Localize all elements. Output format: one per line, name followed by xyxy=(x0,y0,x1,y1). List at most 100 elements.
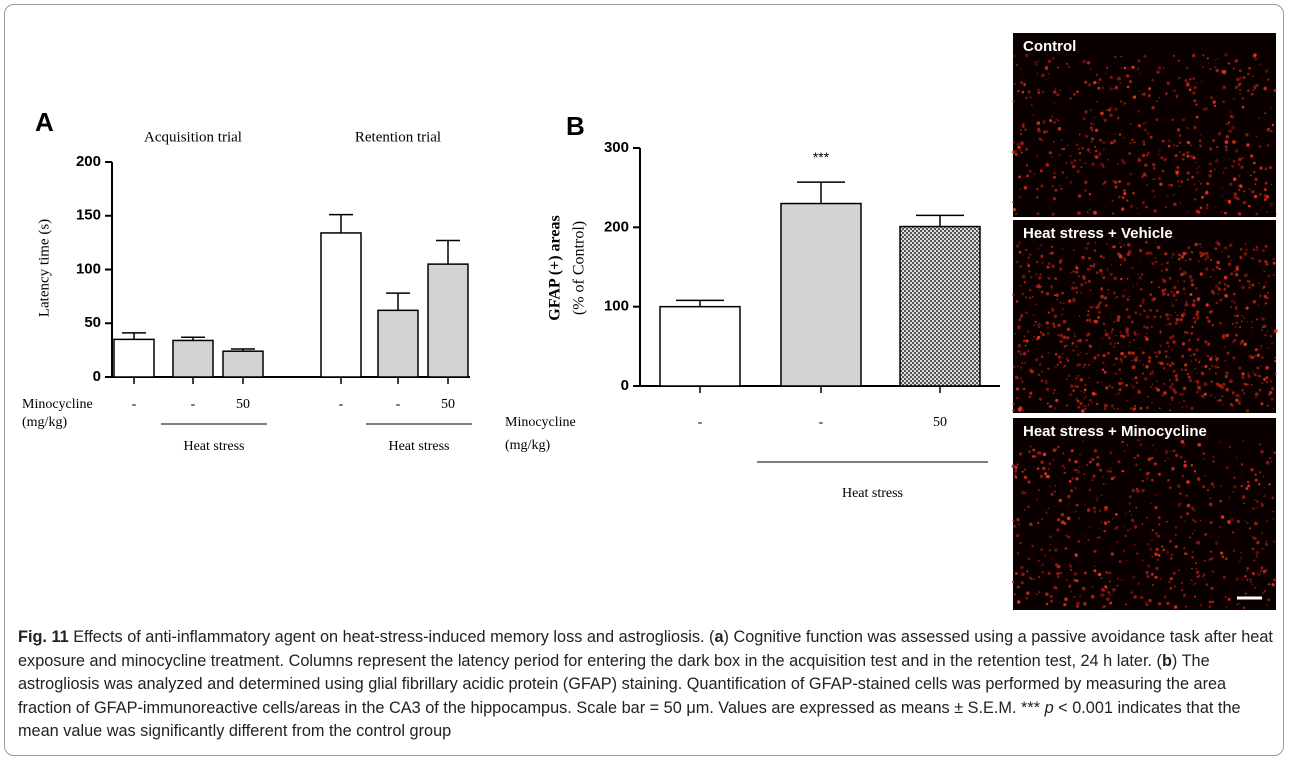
cell xyxy=(1103,323,1105,325)
cell xyxy=(1150,137,1152,139)
cell xyxy=(1171,396,1174,399)
cell xyxy=(1051,116,1053,118)
cell xyxy=(1103,149,1104,150)
cell xyxy=(1233,68,1235,70)
cell xyxy=(1249,527,1251,529)
cell xyxy=(1223,172,1225,174)
cell xyxy=(1068,375,1071,378)
cell xyxy=(1100,295,1104,299)
cell xyxy=(1102,362,1104,364)
cell xyxy=(1162,170,1165,173)
cell xyxy=(1098,153,1101,156)
cell xyxy=(1152,163,1155,166)
cell xyxy=(1121,579,1123,581)
cell xyxy=(1229,203,1231,205)
cell xyxy=(1105,386,1108,389)
cell xyxy=(1098,82,1100,84)
cell xyxy=(1154,196,1156,198)
cell xyxy=(1268,128,1270,130)
cell xyxy=(1190,360,1192,362)
cell xyxy=(1258,389,1261,392)
cell xyxy=(1197,574,1200,577)
cell xyxy=(1169,379,1171,381)
cell xyxy=(1259,295,1262,298)
cell xyxy=(1017,366,1018,367)
bar xyxy=(114,339,154,377)
cell xyxy=(1225,167,1227,169)
cell xyxy=(1016,300,1018,302)
cell xyxy=(1075,477,1078,480)
cell xyxy=(1223,288,1226,291)
cell xyxy=(1186,405,1188,407)
cell xyxy=(1189,379,1192,382)
cell xyxy=(1095,155,1099,159)
cell xyxy=(1245,244,1246,245)
cell xyxy=(1074,572,1077,575)
cell xyxy=(1022,123,1025,126)
cell xyxy=(1017,586,1020,589)
cell xyxy=(1239,93,1241,95)
cell xyxy=(1222,336,1225,339)
cell xyxy=(1194,86,1197,89)
cell xyxy=(1246,307,1249,310)
cell xyxy=(1016,397,1018,399)
cell xyxy=(1161,253,1162,254)
cell xyxy=(1238,158,1242,162)
cell xyxy=(1157,535,1160,538)
cell xyxy=(1191,176,1194,179)
cell xyxy=(1026,164,1028,166)
cell xyxy=(1084,181,1088,185)
cell xyxy=(1190,144,1192,146)
cell xyxy=(1244,317,1245,318)
cell xyxy=(1028,90,1031,93)
cell xyxy=(1124,355,1127,358)
cell xyxy=(1133,95,1136,98)
cell xyxy=(1235,197,1236,198)
cell xyxy=(1125,384,1128,387)
cell xyxy=(1048,508,1049,509)
cell xyxy=(1240,248,1243,251)
cell xyxy=(1109,602,1112,605)
cell xyxy=(1040,548,1043,551)
cell xyxy=(1063,302,1065,304)
cell xyxy=(1103,483,1105,485)
cell xyxy=(1173,292,1175,294)
cell xyxy=(1209,368,1211,370)
cell xyxy=(1194,470,1196,472)
cell xyxy=(1087,148,1090,151)
cell xyxy=(1210,535,1212,537)
cell xyxy=(1219,245,1221,247)
cell xyxy=(1102,354,1106,358)
cell xyxy=(1252,572,1255,575)
cell xyxy=(1183,595,1185,597)
cell xyxy=(1204,382,1208,386)
cell xyxy=(1033,314,1035,316)
cell xyxy=(1250,468,1253,471)
cell xyxy=(1154,351,1156,353)
cell xyxy=(1128,152,1131,155)
cell xyxy=(1152,445,1154,447)
cell xyxy=(1112,518,1114,520)
cell xyxy=(1029,289,1031,291)
cell xyxy=(1029,170,1032,173)
cell xyxy=(1267,211,1268,212)
cell xyxy=(1255,396,1257,398)
cell xyxy=(1068,586,1069,587)
cell xyxy=(1129,173,1132,176)
cell xyxy=(1238,400,1241,403)
cell xyxy=(1209,170,1212,173)
cell xyxy=(1124,67,1127,70)
cell xyxy=(1192,303,1196,307)
cell xyxy=(1225,557,1228,560)
cell xyxy=(1029,392,1032,395)
cell xyxy=(1084,162,1086,164)
cell xyxy=(1130,124,1131,125)
cell xyxy=(1020,150,1022,152)
cell xyxy=(1100,594,1103,597)
cell xyxy=(1107,289,1109,291)
cell xyxy=(1057,565,1061,569)
cell xyxy=(1191,579,1193,581)
cell xyxy=(1097,537,1098,538)
cell xyxy=(1075,286,1078,289)
cell xyxy=(1207,343,1210,346)
